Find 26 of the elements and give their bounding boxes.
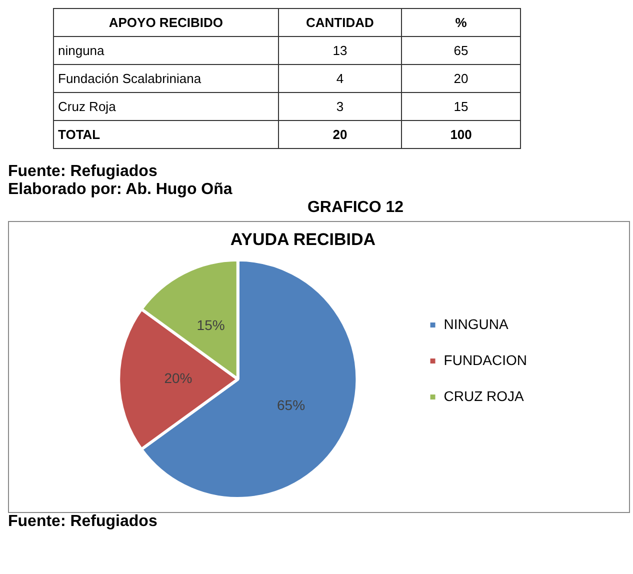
- text: TOTAL: [54, 120, 278, 148]
- data-label: 65%: [277, 397, 306, 414]
- text: ninguna: [54, 36, 278, 64]
- text: 4: [278, 64, 402, 92]
- source-note: Fuente: Refugiados: [8, 513, 158, 531]
- text: 20: [278, 120, 402, 148]
- text: %: [402, 8, 520, 36]
- text: Fundación Scalabriniana: [54, 64, 278, 92]
- legend-label: NINGUNA: [444, 316, 509, 332]
- source-note: Fuente: Refugiados: [8, 163, 158, 181]
- text: 15: [402, 92, 520, 120]
- chart-title: AYUDA RECIBIDA: [230, 230, 376, 249]
- text: 100: [402, 120, 520, 148]
- text: Cruz Roja: [54, 92, 278, 120]
- text: 65: [402, 36, 520, 64]
- text: APOYO RECIBIDO: [54, 8, 278, 36]
- text: 13: [278, 36, 402, 64]
- text: 20: [402, 64, 520, 92]
- data-label: 15%: [196, 316, 225, 333]
- data-label: 20%: [164, 370, 192, 386]
- text: CANTIDAD: [278, 8, 402, 36]
- text: 3: [278, 92, 402, 120]
- text: Elaborado por: Ab. Hugo Oña: [8, 181, 234, 199]
- chart-subtitle: GRAFICO 12: [306, 199, 404, 217]
- legend-label: CRUZ ROJA: [444, 388, 525, 404]
- legend-label: FUNDACION: [444, 352, 528, 368]
